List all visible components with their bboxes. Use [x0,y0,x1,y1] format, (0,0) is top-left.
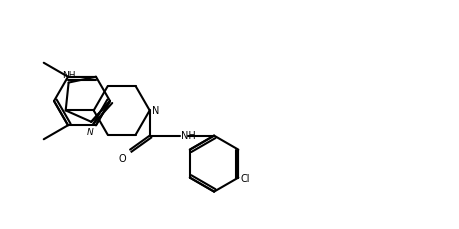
Text: N: N [151,106,159,116]
Text: NH: NH [181,130,196,140]
Text: O: O [118,153,126,163]
Text: NH: NH [62,70,75,79]
Text: Cl: Cl [240,173,249,183]
Text: N: N [87,127,94,136]
